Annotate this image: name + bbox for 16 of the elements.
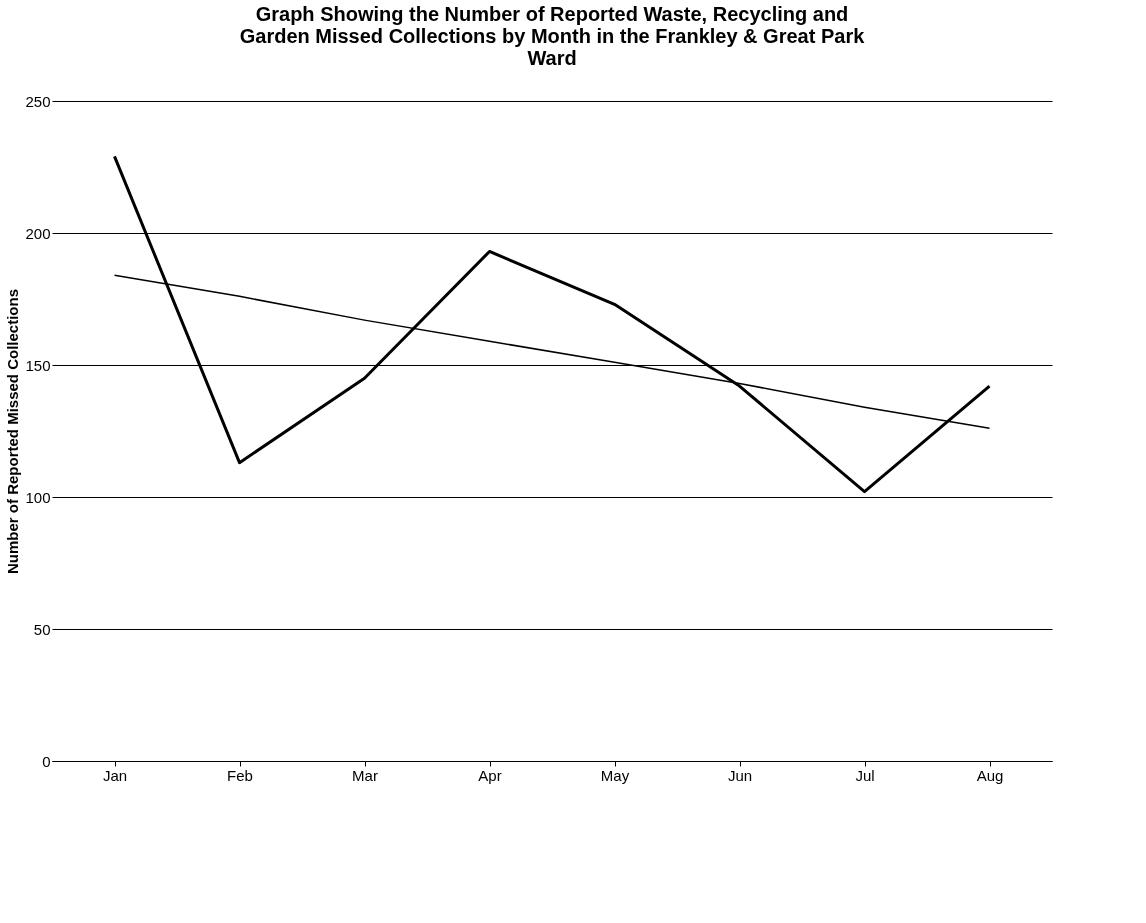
x-tick-label: Jun (727, 766, 753, 784)
y-axis-title: Number of Reported Missed Collections (4, 288, 22, 575)
x-tick-label: Feb (227, 766, 253, 784)
y-tick-label: 250 (25, 92, 51, 110)
y-tick-label: 50 (33, 620, 51, 638)
x-tick-label: Jan (102, 766, 128, 784)
x-tick-label: Jul (855, 766, 875, 784)
chart-title: Graph Showing the Number of Reported Waste, Recycling and Garden Missed Collections by Month in the Frankley & Great Park Ward (239, 3, 866, 69)
x-tick-label: Apr (478, 766, 502, 784)
y-tick-label: 100 (25, 488, 51, 506)
x-tick-label: Aug (976, 766, 1004, 784)
y-tick-label: 200 (25, 224, 51, 242)
y-tick-label: 0 (42, 752, 51, 770)
x-tick-label: May (600, 766, 630, 784)
y-tick-label: 150 (25, 356, 51, 374)
x-tick-label: Mar (352, 766, 378, 784)
